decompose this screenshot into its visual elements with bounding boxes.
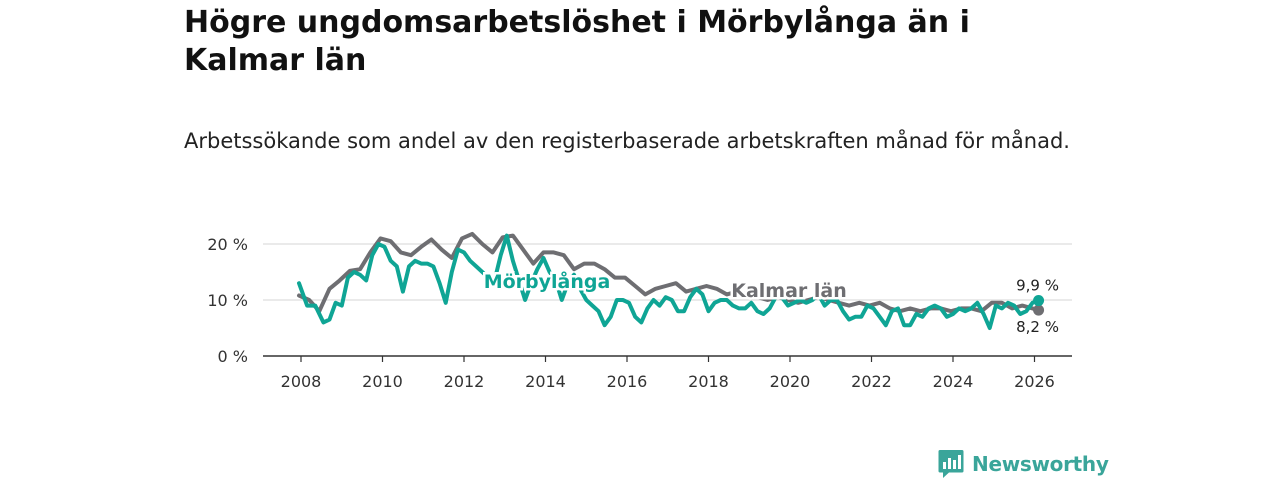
x-tick-label: 2020 [770, 372, 811, 391]
series-line-kalmar-lan [297, 231, 1041, 314]
chart-title: Högre ungdomsarbetslöshet i Mörbylånga ä… [184, 5, 970, 78]
y-tick-label: 20 % [207, 235, 248, 254]
brand-name: Newsworthy [972, 452, 1109, 476]
x-tick-label: 2008 [281, 372, 322, 391]
x-tick-label: 2016 [607, 372, 648, 391]
end-value-label-morbylanga: 9,9 % [1016, 277, 1059, 295]
bar-chart-speech-icon [938, 450, 964, 478]
y-axis: 0 % 10 % 20 % [207, 235, 248, 366]
end-point-kalmar-lan [1033, 304, 1045, 316]
series-labels: 8,2 % 9,9 % Kalmar län Mörbylånga [481, 267, 1059, 337]
grid [263, 243, 1072, 301]
x-tick-label: 2014 [525, 372, 566, 391]
series-group [297, 231, 1041, 330]
line-chart: 0 % 10 % 20 % 2008 2010 2012 2014 2016 2018 2020… [207, 231, 1072, 391]
series-line-morbylanga [297, 233, 1041, 330]
x-tick-label: 2012 [444, 372, 485, 391]
y-tick-label: 0 % [218, 347, 248, 366]
x-tick-label: 2026 [1014, 372, 1055, 391]
end-point-morbylanga [1033, 295, 1045, 307]
brand-logo[interactable]: Newsworthy [938, 449, 1109, 479]
x-tick-label: 2022 [851, 372, 892, 391]
series-label-kalmar-lan: Kalmar län [731, 280, 847, 302]
end-value-label-kalmar-lan: 8,2 % [1016, 318, 1059, 336]
x-tick-label: 2018 [688, 372, 729, 391]
x-tick-label: 2010 [362, 372, 403, 391]
chart-subtitle: Arbetssökande som andel av den registerb… [184, 129, 1070, 153]
series-label-morbylanga: Mörbylånga [484, 269, 611, 293]
x-tick-label: 2024 [933, 372, 974, 391]
y-tick-label: 10 % [207, 291, 248, 310]
x-axis: 2008 2010 2012 2014 2016 2018 2020 2022 2024 2026 [263, 355, 1072, 391]
